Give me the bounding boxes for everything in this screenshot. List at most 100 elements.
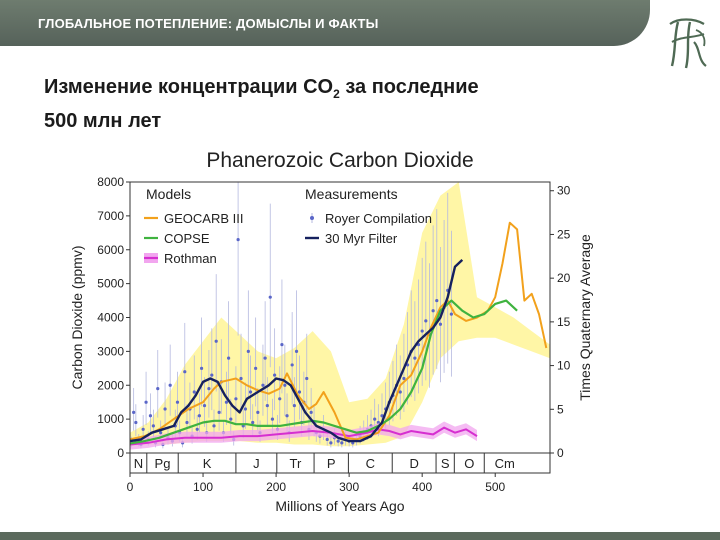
y-tick-label: 8000 [97,175,124,189]
x-tick-label: 400 [412,480,432,494]
period-band [129,452,551,474]
x-tick-label: 100 [193,480,213,494]
royer-point [380,414,384,418]
royer-point [214,339,218,343]
royer-point [183,370,187,374]
legend-item: Rothman [164,251,217,266]
royer-point [402,376,406,381]
x-axis-label: Millions of Years Ago [275,498,404,514]
period-label: D [409,456,418,471]
y2-tick-label: 15 [557,315,571,329]
royer-point [373,417,377,421]
slide-title-text: Изменение концентрации CO [44,76,334,98]
royer-point [159,431,163,435]
geocarb-line [129,221,548,441]
rothman-band [130,421,477,450]
royer-point [376,420,380,425]
logo-icon [669,18,707,69]
y-tick-label: 0 [117,446,124,460]
royer-point [185,420,189,425]
royer-point [309,410,313,414]
period-label: O [464,456,474,471]
x-tick-label: 200 [266,480,286,494]
legend-royer-point [310,216,314,220]
royer-point [278,397,282,401]
chart-title: Phanerozoic Carbon Dioxide [206,149,473,172]
royer-point [151,424,155,428]
royer-point [273,373,277,377]
royer-point [217,410,221,414]
royer-point [148,414,153,418]
period-label: J [253,456,260,471]
y-tick-label: 4000 [97,311,124,325]
y2-axis-label: Times Quaternary Average [577,234,593,401]
royer-point [134,420,138,425]
royer-point [251,420,255,425]
y2-tick-label: 20 [557,271,571,285]
legend-item: 30 Myr Filter [325,231,398,246]
legend-item: COPSE [164,231,210,246]
co2-chart: Phanerozoic Carbon Dioxide01000200030004… [69,149,593,514]
royer-point [263,356,267,360]
y-tick-label: 5000 [97,277,124,291]
royer-point [424,319,428,323]
x-tick-label: 0 [127,480,134,494]
royer-point [431,309,435,313]
royer-point [248,390,253,394]
royer-point [336,439,340,443]
royer-point [210,373,214,377]
period-label: P [327,456,336,471]
royer-point [199,366,204,370]
header-title: ГЛОБАЛЬНОЕ ПОТЕПЛЕНИЕ: ДОМЫСЛЫ И ФАКТЫ [38,16,379,31]
period-label: N [134,456,143,471]
period-label: Pg [155,456,171,471]
y-tick-label: 1000 [97,412,124,426]
filter-line [129,259,464,443]
royer-point [283,383,287,387]
period-label: Cm [495,456,515,471]
royer-point [435,298,439,303]
y-tick-label: 6000 [97,243,124,257]
royer-point [144,400,148,404]
royer-point [265,403,269,408]
y2-tick-label: 25 [557,227,571,241]
royer-point [329,441,333,445]
copse-line [129,299,518,445]
royer-point [207,387,211,391]
royer-point [305,376,309,381]
royer-point [297,390,302,394]
y-tick-label: 3000 [97,344,124,358]
slide-title-line2: 500 млн лет [44,110,162,132]
royer-point [285,414,289,418]
royer-point [168,383,172,387]
royer-point [256,410,260,414]
x-tick-label: 300 [339,480,359,494]
legend-item: GEOCARB III [164,211,243,226]
uncertainty-envelope [130,182,550,447]
royer-point [202,403,207,408]
rothman-line [129,426,478,446]
royer-point [175,400,180,404]
slide-title: Изменение концентрации CO2 за последние … [44,74,644,135]
royer-point [132,410,136,414]
royer-point [234,397,238,401]
royer-point [261,383,265,387]
royer-point [254,366,258,370]
royer-point [243,407,248,411]
royer-point [236,237,240,242]
royer-point [420,329,424,333]
royer-point [246,349,250,353]
royer-point [212,424,216,428]
royer-point [239,376,243,381]
royer-point [325,437,329,442]
y-tick-label: 7000 [97,209,124,223]
y-axis-label: Carbon Dioxide (ppmv) [69,246,85,390]
period-label: K [203,456,212,471]
royer-point [438,322,443,326]
royer-point [224,400,229,404]
y2-tick-label: 10 [557,359,571,373]
y2-tick-label: 30 [557,184,571,198]
royer-point [268,295,272,299]
legend-measurements-title: Measurements [305,186,398,202]
royer-point [227,356,231,360]
